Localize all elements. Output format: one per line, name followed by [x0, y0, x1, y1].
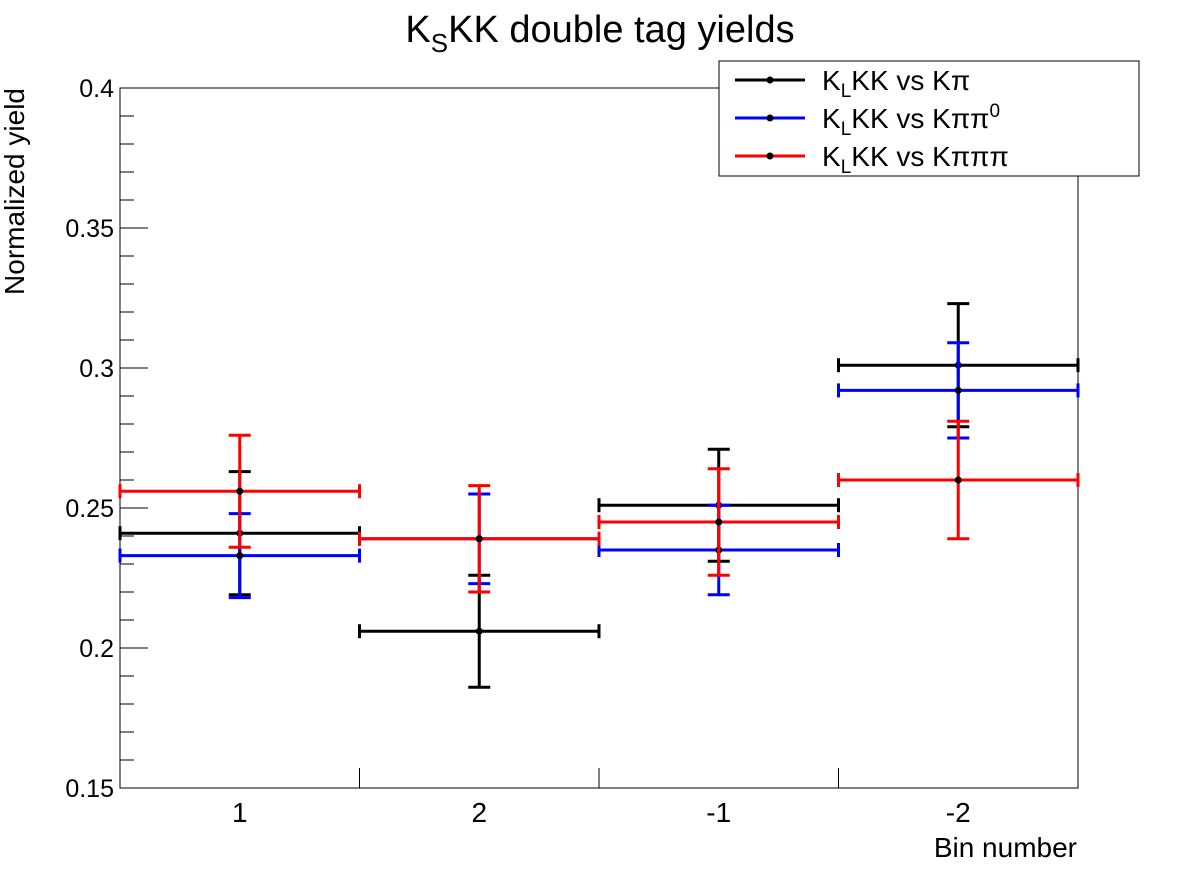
series-group	[118, 341, 1080, 600]
series-group	[118, 302, 1080, 689]
chart-title-sub: S	[431, 28, 448, 58]
series-layer	[118, 302, 1080, 689]
x-axis-title: Bin number	[934, 832, 1077, 863]
x-axis-ticks: 1 2 -1 -2	[232, 768, 971, 828]
data-point	[715, 518, 723, 526]
legend-marker	[766, 76, 774, 84]
data-point	[236, 487, 244, 495]
x-tick-label: 1	[232, 797, 248, 828]
y-tick-label: 0.2	[79, 635, 114, 663]
y-tick-label: 0.25	[65, 495, 114, 523]
legend-label: KLKK vs Kππ0	[822, 101, 1000, 140]
x-tick-label: -2	[946, 797, 971, 828]
x-tick-label: 2	[471, 797, 487, 828]
chart-title-rest: KK double tag yields	[448, 9, 794, 51]
legend-label: KLKK vs Kπππ	[822, 141, 1009, 178]
legend-marker	[766, 152, 774, 160]
data-point	[954, 386, 962, 394]
data-point	[475, 535, 483, 543]
x-tick-label: -1	[706, 797, 731, 828]
data-point	[236, 552, 244, 560]
y-axis-ticks: 0.15 0.2 0.25 0.3 0.35 0.4	[65, 75, 148, 803]
y-tick-label: 0.35	[65, 215, 114, 243]
y-tick-label: 0.15	[65, 775, 114, 803]
plot-frame	[119, 87, 1079, 789]
y-tick-label: 0.4	[79, 75, 114, 103]
series-group	[118, 419, 1080, 594]
data-point	[475, 627, 483, 635]
y-axis-title: Normalized yield	[0, 88, 30, 295]
chart-title: KSKK double tag yields	[405, 9, 794, 58]
legend-label: KLKK vs Kπ	[822, 65, 970, 102]
legend-marker	[766, 114, 774, 122]
y-tick-label: 0.3	[79, 355, 114, 383]
chart-title-k: K	[405, 9, 430, 51]
data-point	[954, 476, 962, 484]
